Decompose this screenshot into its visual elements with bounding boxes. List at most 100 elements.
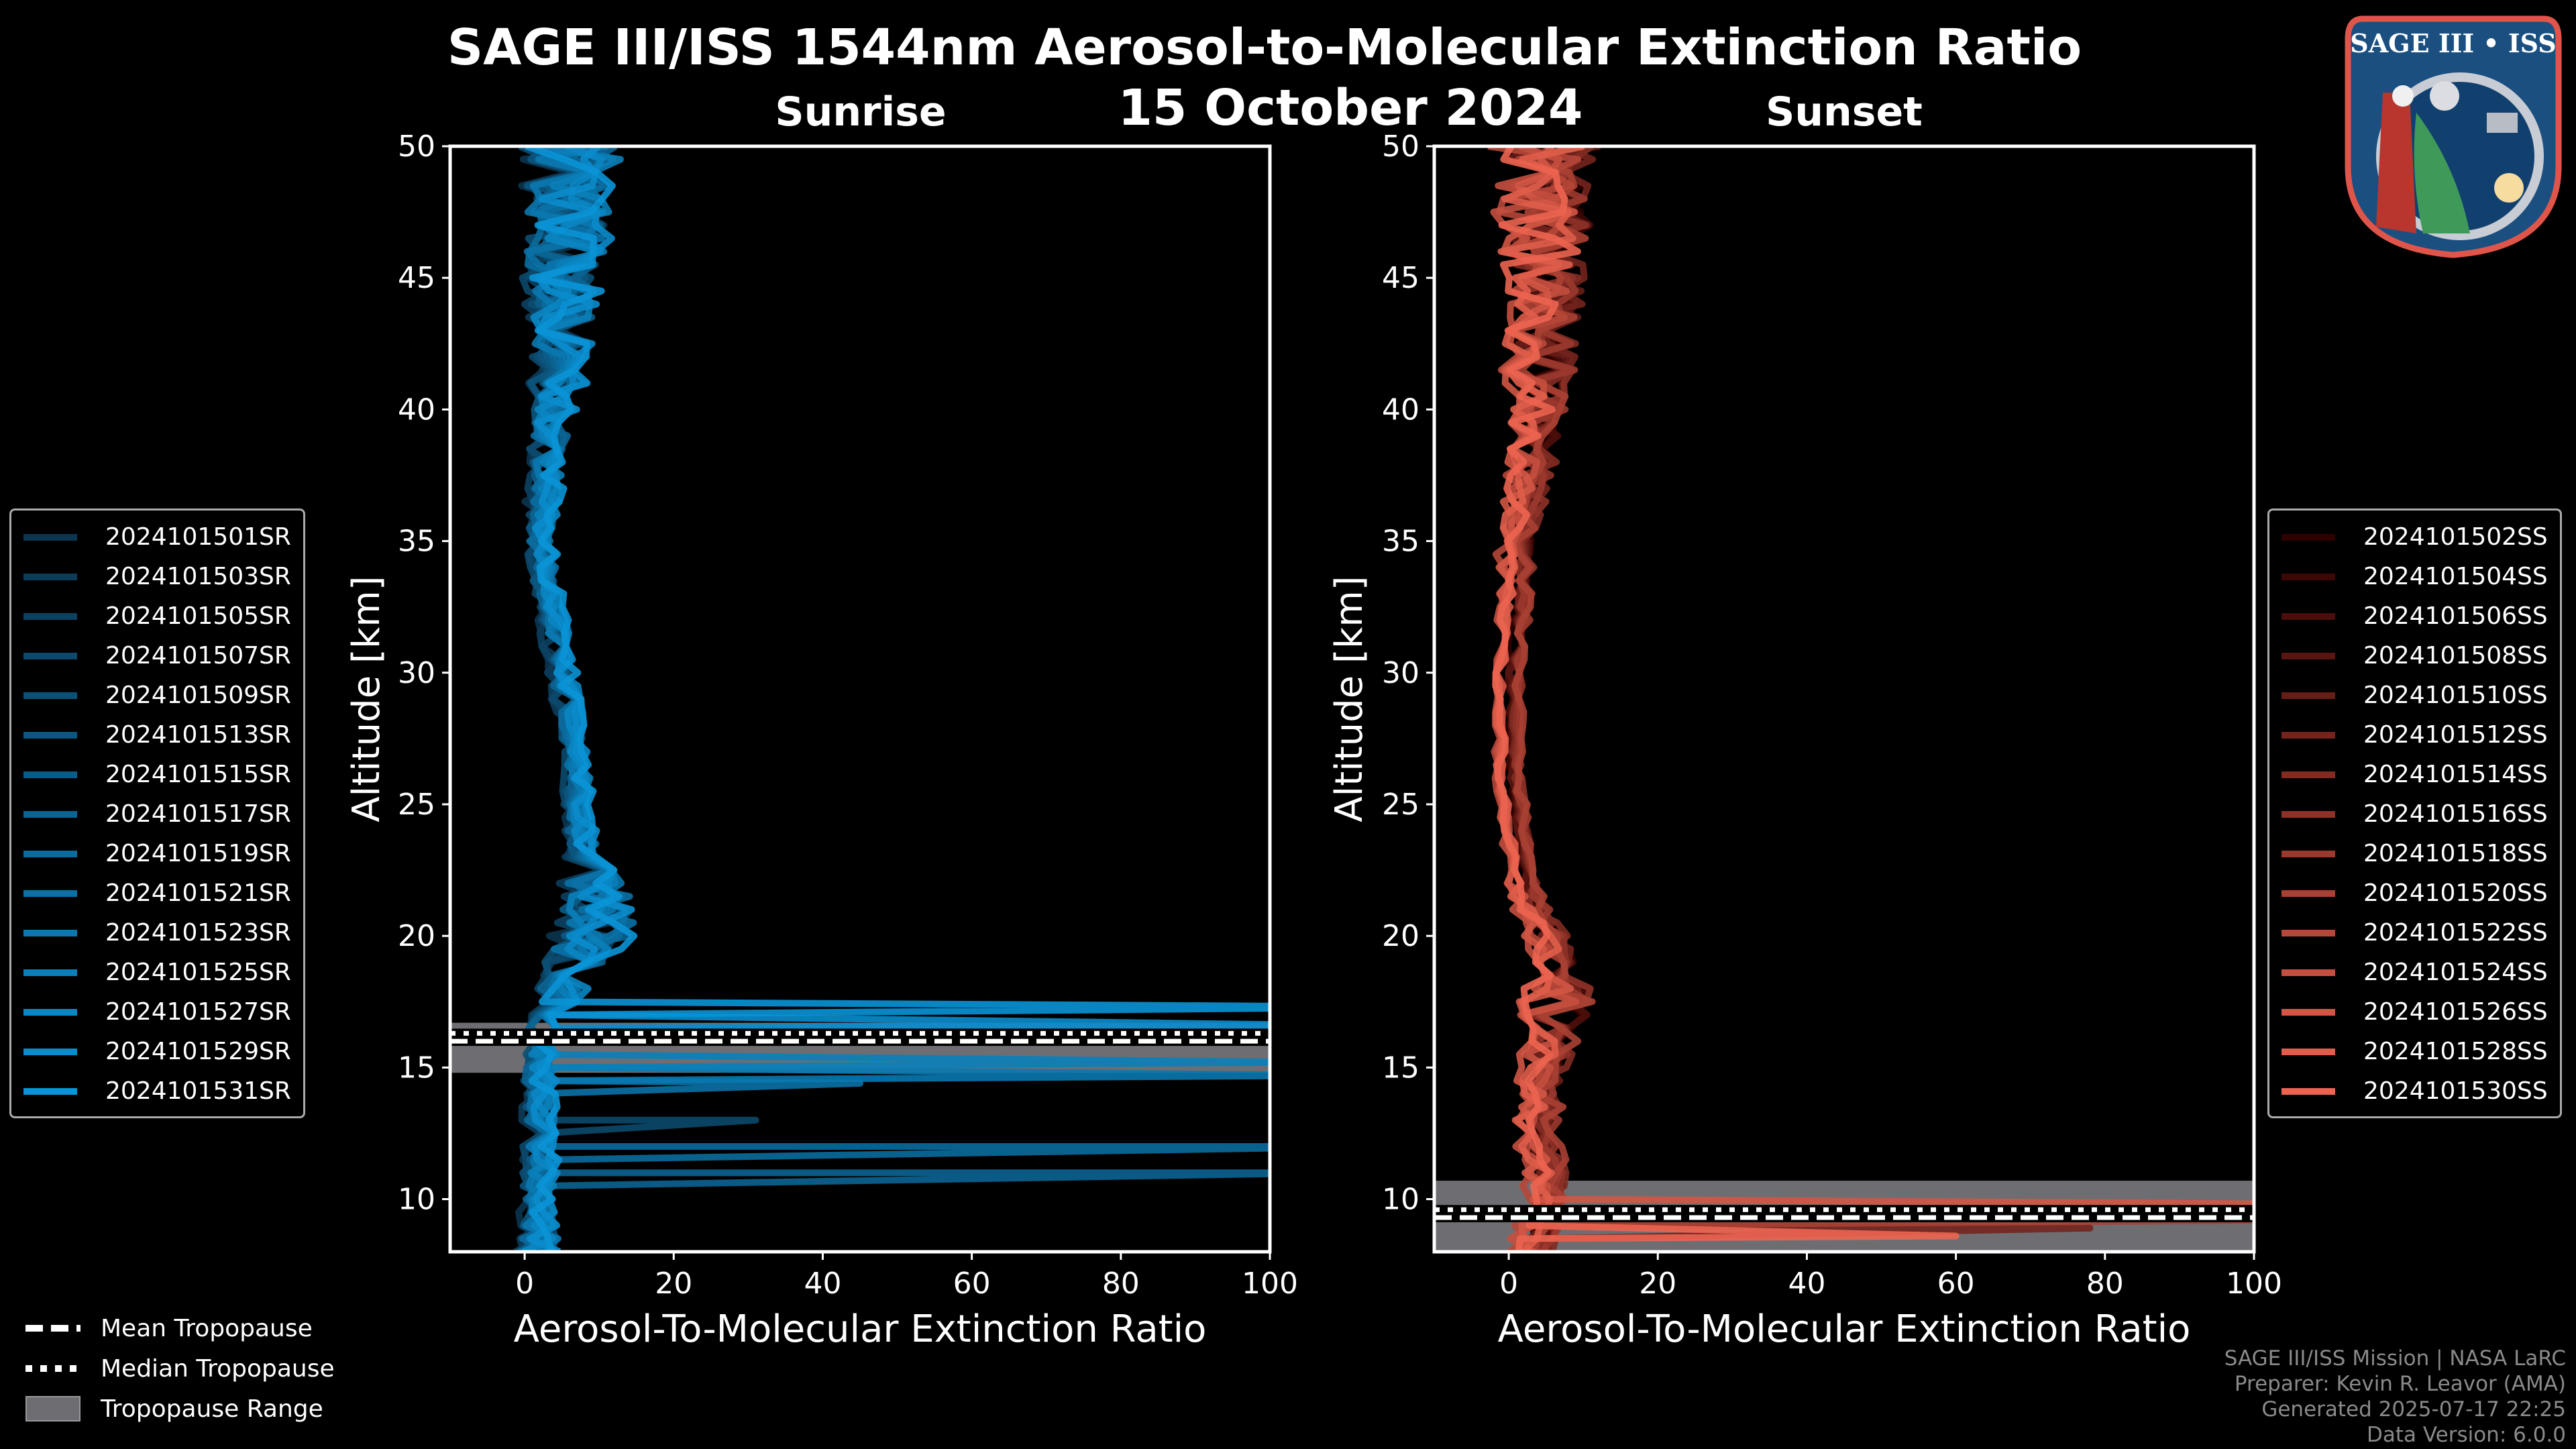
legend-label: 2024101522SS: [2363, 919, 2548, 947]
legend-item: 2024101516SS: [2282, 794, 2548, 834]
line-swatch-icon: [2282, 810, 2335, 818]
line-swatch-icon: [23, 573, 77, 580]
sunrise-axes: 0 20 40 60 80 100 10 15 20 25 30 35 40 45 50 Aerosol-To…: [345, 129, 1298, 1351]
legend-item: 2024101504SS: [2282, 557, 2548, 596]
x-tick-label: 0: [515, 1267, 534, 1301]
legend-label: 2024101509SR: [105, 682, 291, 709]
sunset-panel-title: Sunset: [1766, 89, 1923, 136]
legend-label: 2024101506SS: [2363, 602, 2548, 630]
profile-line-2024101517SR: [517, 146, 1270, 1252]
figure-title: SAGE III/ISS 1544nm Aerosol-to-Molecular…: [447, 19, 2082, 76]
legend-item: 2024101508SS: [2282, 636, 2548, 676]
line-swatch-icon: [2282, 929, 2335, 936]
y-tick-label: 50: [398, 129, 435, 164]
y-tick-label: 40: [398, 392, 435, 427]
x-tick-label: 20: [655, 1267, 692, 1301]
line-swatch-icon: [23, 969, 77, 976]
legend-item: 2024101521SR: [23, 873, 291, 913]
legend-label: 2024101530SS: [2363, 1077, 2548, 1105]
svg-text:SAGE III • ISS: SAGE III • ISS: [2350, 28, 2556, 58]
legend-item: 2024101505SR: [23, 596, 291, 636]
legend-label: 2024101527SR: [105, 998, 291, 1026]
legend-label: 2024101519SR: [105, 840, 291, 867]
sunrise-legend: 2024101501SR 2024101503SR 2024101505SR 2024…: [9, 508, 305, 1118]
line-swatch-icon: [23, 612, 77, 620]
profile-line-2024101519SR: [519, 146, 1270, 1252]
line-swatch-icon: [2282, 692, 2335, 699]
legend-item: 2024101527SR: [23, 992, 291, 1032]
legend-item: 2024101518SS: [2282, 834, 2548, 873]
legend-label: 2024101503SR: [105, 563, 291, 590]
legend-label: 2024101531SR: [105, 1077, 291, 1105]
legend-label: 2024101508SS: [2363, 642, 2548, 669]
x-axis-label: Aerosol-To-Molecular Extinction Ratio: [514, 1307, 1207, 1351]
legend-item: 2024101515SR: [23, 755, 291, 794]
dashed-line-icon: [25, 1325, 80, 1332]
legend-item: 2024101525SR: [23, 953, 291, 992]
x-axis-label: Aerosol-To-Molecular Extinction Ratio: [1498, 1307, 2191, 1351]
line-swatch-icon: [2282, 771, 2335, 778]
legend-label: 2024101517SR: [105, 800, 291, 828]
sunrise-panel-title: Sunrise: [775, 89, 947, 136]
y-tick-label: 50: [1382, 129, 1419, 164]
mean-tropopause-legend: Mean Tropopause: [25, 1308, 313, 1348]
legend-label: 2024101512SS: [2363, 721, 2548, 749]
x-tick-label: 80: [2086, 1267, 2124, 1301]
footer-credits: SAGE III/ISS Mission | NASA LaRC Prepare…: [2224, 1346, 2566, 1448]
profile-line-2024101531SR: [525, 146, 1270, 1252]
legend-label: 2024101513SR: [105, 721, 291, 749]
y-tick-label: 10: [398, 1183, 435, 1217]
line-swatch-icon: [2282, 1008, 2335, 1016]
line-swatch-icon: [2282, 1048, 2335, 1055]
axes-frame: [448, 144, 1272, 1254]
line-swatch-icon: [2282, 969, 2335, 976]
x-tick-label: 0: [1499, 1267, 1518, 1301]
x-tick-label: 100: [1242, 1267, 1298, 1301]
y-tick-label: 20: [398, 919, 435, 953]
legend-label: 2024101507SR: [105, 642, 291, 669]
legend-item: 2024101523SR: [23, 913, 291, 953]
tropopause-range-legend: Tropopause Range: [25, 1389, 323, 1429]
profile-line-2024101529SR: [526, 146, 1270, 1252]
line-swatch-icon: [2282, 1087, 2335, 1095]
line-swatch-icon: [23, 890, 77, 897]
line-swatch-icon: [23, 1087, 77, 1095]
line-swatch-icon: [2282, 850, 2335, 857]
legend-label: 2024101521SR: [105, 879, 291, 907]
legend-item: 2024101520SS: [2282, 873, 2548, 913]
line-swatch-icon: [2282, 652, 2335, 659]
sunset-axes: 0 20 40 60 80 100 10 15 20 25 30 35 40 45 50 Aerosol-To…: [1328, 129, 2282, 1351]
sage-iii-iss-mission-logo: SAGE III • ISS: [2345, 15, 2562, 258]
profile-line-2024101512SS: [1508, 146, 2094, 1252]
axes-frame: [1432, 144, 2256, 1254]
legend-label: 2024101501SR: [105, 523, 291, 551]
line-swatch-icon: [23, 771, 77, 778]
legend-item: 2024101512SS: [2282, 715, 2548, 755]
legend-item: 2024101526SS: [2282, 992, 2548, 1032]
legend-label: 2024101524SS: [2363, 959, 2548, 986]
legend-item: 2024101530SS: [2282, 1071, 2548, 1111]
line-swatch-icon: [2282, 731, 2335, 739]
figure-date: 15 October 2024: [1118, 79, 1583, 137]
y-tick-label: 15: [1382, 1051, 1419, 1085]
line-swatch-icon: [23, 850, 77, 857]
legend-item: 2024101501SR: [23, 517, 291, 557]
legend-label: 2024101525SR: [105, 959, 291, 986]
x-tick-label: 40: [1788, 1267, 1825, 1301]
median-tropopause-legend: Median Tropopause: [25, 1348, 335, 1389]
y-tick-label: 20: [1382, 919, 1419, 953]
legend-item: 2024101513SR: [23, 715, 291, 755]
legend-item: 2024101517SR: [23, 794, 291, 834]
legend-label: 2024101523SR: [105, 919, 291, 947]
y-tick-label: 45: [1382, 261, 1419, 295]
footer-line: Generated 2025-07-17 22:25: [2261, 1397, 2566, 1421]
line-swatch-icon: [2282, 612, 2335, 620]
x-tick-label: 40: [804, 1267, 841, 1301]
y-tick-label: 35: [1382, 525, 1419, 559]
legend-item: 2024101519SR: [23, 834, 291, 873]
line-swatch-icon: [23, 533, 77, 541]
legend-item: 2024101507SR: [23, 636, 291, 676]
line-swatch-icon: [2282, 533, 2335, 541]
profile-line-2024101523SR: [522, 146, 1270, 1252]
